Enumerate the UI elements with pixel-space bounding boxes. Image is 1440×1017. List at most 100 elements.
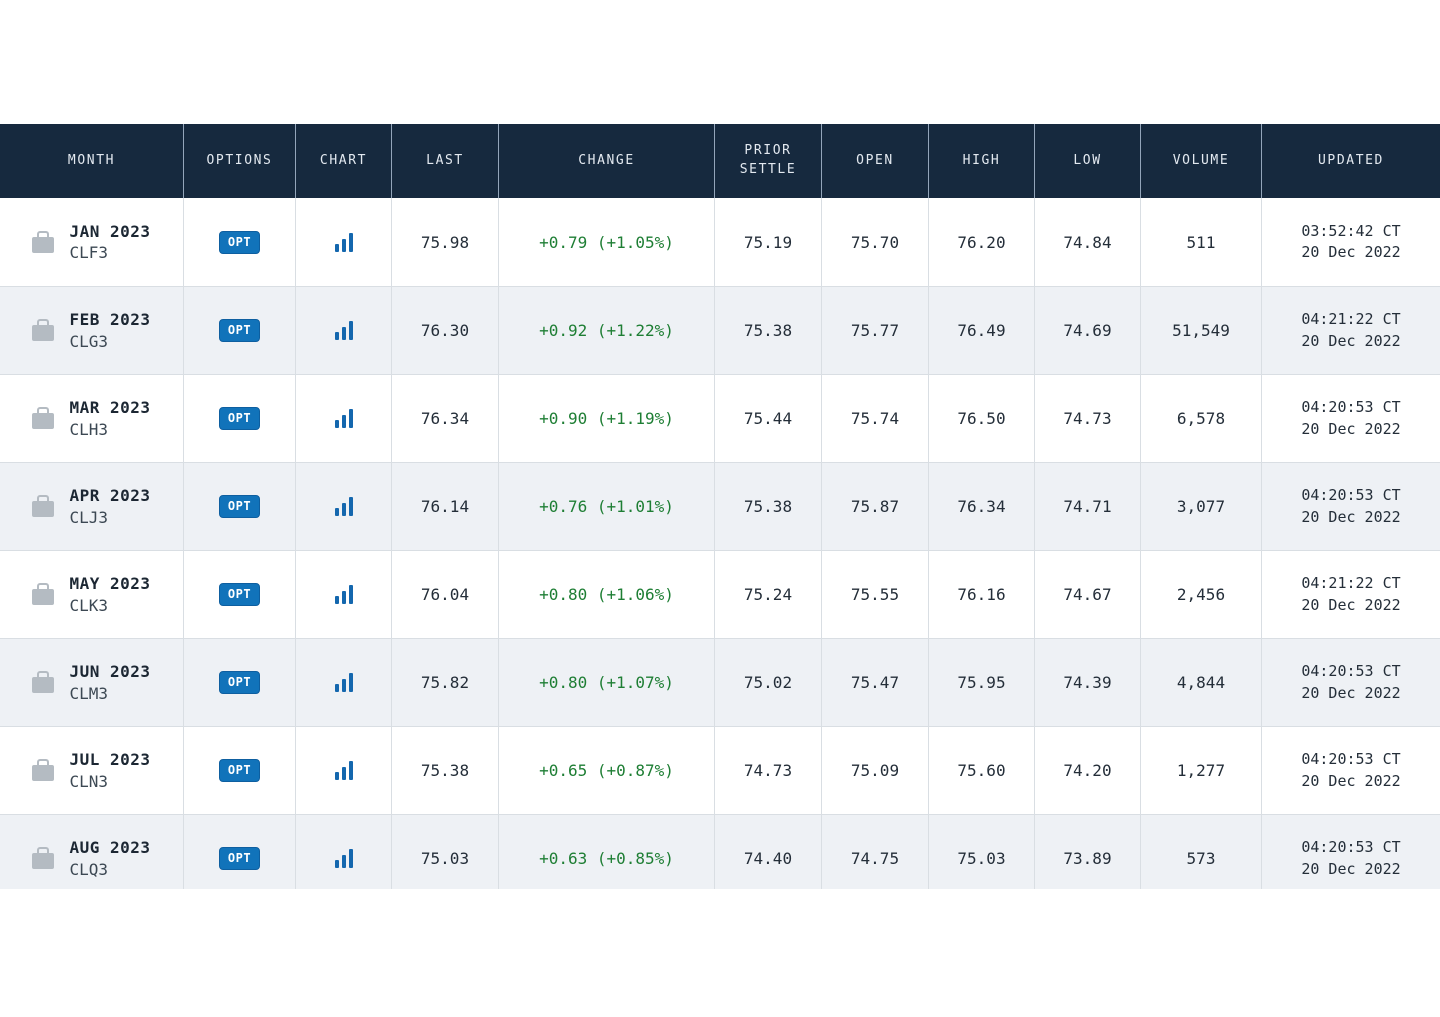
contract-code-label: CLM3 bbox=[69, 683, 108, 703]
updated-cell: 04:20:53 CT 20 Dec 2022 bbox=[1262, 463, 1440, 550]
bar-chart-icon[interactable] bbox=[334, 497, 353, 516]
updated-text: 04:20:53 CT 20 Dec 2022 bbox=[1301, 397, 1400, 440]
contract-code-label: CLK3 bbox=[69, 595, 108, 615]
low-cell: 74.71 bbox=[1035, 463, 1141, 550]
month-cell[interactable]: AUG 2023 CLQ3 bbox=[0, 815, 184, 889]
table-header-row: MONTH OPTIONS CHART LAST CHANGE PRIOR SE… bbox=[0, 124, 1440, 198]
month-text: JUL 2023 CLN3 bbox=[69, 749, 150, 791]
low-cell: 74.73 bbox=[1035, 375, 1141, 462]
prior-settle-cell: 75.38 bbox=[715, 287, 822, 374]
opt-button[interactable]: OPT bbox=[218, 319, 261, 342]
month-cell-inner: MAY 2023 CLK3 bbox=[32, 573, 150, 615]
portfolio-briefcase-icon[interactable] bbox=[32, 847, 55, 869]
contract-code-label: CLN3 bbox=[69, 771, 108, 791]
opt-button[interactable]: OPT bbox=[218, 671, 261, 694]
updated-text: 04:20:53 CT 20 Dec 2022 bbox=[1301, 485, 1400, 528]
updated-date: 20 Dec 2022 bbox=[1301, 331, 1401, 350]
opt-button[interactable]: OPT bbox=[218, 230, 261, 254]
change-cell: +0.76 (+1.01%) bbox=[499, 463, 715, 550]
bar-chart-icon[interactable] bbox=[334, 673, 353, 692]
updated-date: 20 Dec 2022 bbox=[1301, 243, 1401, 261]
table-row: APR 2023 CLJ3 OPT 76.14 +0.76 (+1.01%) 7… bbox=[0, 462, 1440, 550]
prior-settle-cell: 75.19 bbox=[715, 198, 822, 286]
updated-date: 20 Dec 2022 bbox=[1301, 595, 1401, 614]
portfolio-briefcase-icon[interactable] bbox=[32, 407, 55, 429]
updated-time: 04:21:22 CT bbox=[1301, 310, 1401, 329]
month-cell-inner: MAR 2023 CLH3 bbox=[32, 397, 150, 439]
high-cell: 75.60 bbox=[929, 727, 1035, 814]
high-cell: 75.03 bbox=[929, 815, 1035, 889]
bar-chart-icon[interactable] bbox=[334, 849, 353, 868]
updated-cell: 04:20:53 CT 20 Dec 2022 bbox=[1262, 727, 1440, 814]
portfolio-briefcase-icon[interactable] bbox=[32, 671, 55, 693]
open-cell: 75.09 bbox=[822, 727, 929, 814]
bar-chart-icon[interactable] bbox=[334, 232, 353, 252]
month-cell[interactable]: FEB 2023 CLG3 bbox=[0, 287, 184, 374]
low-cell: 74.84 bbox=[1035, 198, 1141, 286]
updated-cell: 03:52:42 CT 20 Dec 2022 bbox=[1262, 198, 1440, 286]
portfolio-briefcase-icon[interactable] bbox=[32, 319, 55, 341]
high-cell: 76.34 bbox=[929, 463, 1035, 550]
open-cell: 75.74 bbox=[822, 375, 929, 462]
contract-month-label: AUG 2023 bbox=[69, 838, 151, 858]
options-cell: OPT bbox=[184, 463, 296, 550]
chart-cell bbox=[296, 287, 392, 374]
month-cell-inner: JUN 2023 CLM3 bbox=[32, 661, 150, 703]
column-header-last: LAST bbox=[392, 124, 499, 198]
last-price-cell: 76.34 bbox=[392, 375, 499, 462]
updated-date: 20 Dec 2022 bbox=[1301, 771, 1401, 790]
column-header-open: OPEN bbox=[822, 124, 929, 198]
month-cell[interactable]: JAN 2023 CLF3 bbox=[0, 198, 184, 286]
opt-button[interactable]: OPT bbox=[218, 407, 261, 430]
last-price-cell: 75.98 bbox=[392, 198, 499, 286]
updated-time: 04:20:53 CT bbox=[1301, 662, 1401, 681]
portfolio-briefcase-icon[interactable] bbox=[32, 583, 55, 605]
bar-chart-icon[interactable] bbox=[334, 585, 353, 604]
prior-settle-cell: 75.02 bbox=[715, 639, 822, 726]
opt-button[interactable]: OPT bbox=[218, 495, 261, 518]
options-cell: OPT bbox=[184, 287, 296, 374]
bar-chart-icon[interactable] bbox=[334, 321, 353, 340]
contract-code-label: CLG3 bbox=[69, 331, 108, 351]
month-cell-inner: FEB 2023 CLG3 bbox=[32, 309, 150, 351]
portfolio-briefcase-icon[interactable] bbox=[32, 230, 55, 253]
column-header-options: OPTIONS bbox=[184, 124, 296, 198]
updated-time: 04:21:22 CT bbox=[1301, 574, 1401, 593]
portfolio-briefcase-icon[interactable] bbox=[32, 759, 55, 781]
chart-cell bbox=[296, 727, 392, 814]
contract-month-label: MAY 2023 bbox=[69, 574, 151, 594]
opt-button[interactable]: OPT bbox=[218, 583, 261, 606]
updated-text: 04:20:53 CT 20 Dec 2022 bbox=[1301, 837, 1400, 880]
bar-chart-icon[interactable] bbox=[334, 409, 353, 428]
month-cell[interactable]: JUL 2023 CLN3 bbox=[0, 727, 184, 814]
options-cell: OPT bbox=[184, 727, 296, 814]
change-cell: +0.79 (+1.05%) bbox=[499, 198, 715, 286]
month-cell-inner: JUL 2023 CLN3 bbox=[32, 749, 150, 791]
updated-time: 04:20:53 CT bbox=[1301, 398, 1401, 417]
updated-time: 03:52:42 CT bbox=[1301, 221, 1401, 240]
chart-cell bbox=[296, 198, 392, 286]
month-text: JUN 2023 CLM3 bbox=[69, 661, 150, 703]
month-cell[interactable]: JUN 2023 CLM3 bbox=[0, 639, 184, 726]
updated-time: 04:20:53 CT bbox=[1301, 486, 1401, 505]
updated-text: 03:52:42 CT 20 Dec 2022 bbox=[1301, 221, 1400, 264]
column-header-updated: UPDATED bbox=[1318, 152, 1384, 168]
column-header-month: MONTH bbox=[0, 124, 184, 198]
bar-chart-icon[interactable] bbox=[334, 761, 353, 780]
updated-cell: 04:20:53 CT 20 Dec 2022 bbox=[1262, 375, 1440, 462]
open-cell: 75.55 bbox=[822, 551, 929, 638]
updated-time: 04:20:53 CT bbox=[1301, 838, 1401, 857]
month-cell-inner: JAN 2023 CLF3 bbox=[32, 221, 150, 263]
month-cell[interactable]: MAY 2023 CLK3 bbox=[0, 551, 184, 638]
table-row: MAR 2023 CLH3 OPT 76.34 +0.90 (+1.19%) 7… bbox=[0, 374, 1440, 462]
column-header-low: LOW bbox=[1035, 124, 1141, 198]
month-cell[interactable]: APR 2023 CLJ3 bbox=[0, 463, 184, 550]
portfolio-briefcase-icon[interactable] bbox=[32, 495, 55, 517]
last-price-cell: 75.38 bbox=[392, 727, 499, 814]
month-cell[interactable]: MAR 2023 CLH3 bbox=[0, 375, 184, 462]
updated-cell: 04:20:53 CT 20 Dec 2022 bbox=[1262, 815, 1440, 889]
change-cell: +0.80 (+1.07%) bbox=[499, 639, 715, 726]
last-price-cell: 76.04 bbox=[392, 551, 499, 638]
opt-button[interactable]: OPT bbox=[218, 847, 261, 870]
opt-button[interactable]: OPT bbox=[218, 759, 261, 782]
